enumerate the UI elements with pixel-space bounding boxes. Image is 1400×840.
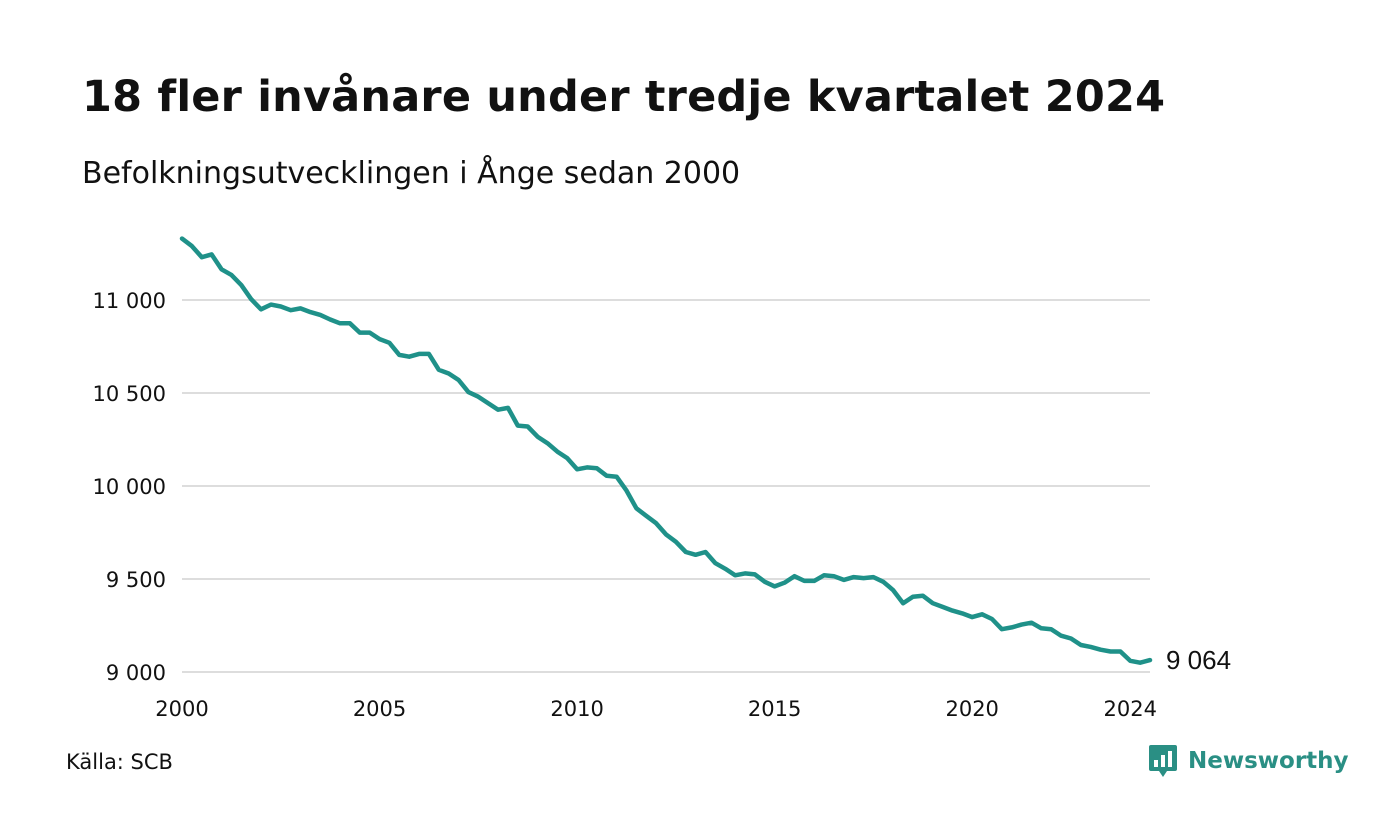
chart-title: 18 fler invånare under tredje kvartalet … [82,72,1166,122]
x-tick-label: 2024 [1104,697,1157,721]
population-series-line [179,236,1153,665]
end-value-label: 9 064 [1166,645,1231,675]
y-tick-label: 9 500 [106,568,166,592]
bar-chart-speech-bubble-icon [1149,745,1177,777]
y-tick-label: 9 000 [106,661,166,685]
brand-logo[interactable]: Newsworthy [1148,743,1349,779]
x-tick-label: 2000 [155,697,208,721]
y-tick-label: 10 000 [93,475,166,499]
x-tick-label: 2010 [550,697,603,721]
x-tick-label: 2020 [945,697,998,721]
y-tick-label: 10 500 [93,382,166,406]
chart-subtitle: Befolkningsutvecklingen i Ånge sedan 200… [82,156,741,191]
brand-name: Newsworthy [1188,748,1349,774]
y-tick-label: 11 000 [93,289,166,313]
x-tick-label: 2005 [353,697,406,721]
source-note: Källa: SCB [66,750,173,774]
x-tick-label: 2015 [748,697,801,721]
